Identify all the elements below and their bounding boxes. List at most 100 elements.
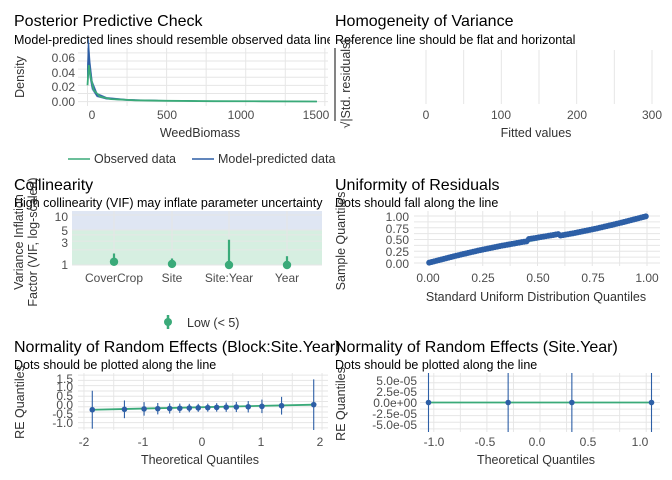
re1-point [259,403,265,410]
re2-point [505,399,511,406]
re2-ytick-label: 5.0e-05 [376,374,417,388]
legend-key-low-dot [164,318,172,326]
unif-marks [426,213,649,266]
ppc-ytick-label: 0.02 [52,80,76,94]
ppc-observed-line [86,64,317,103]
re2-y-axis-label: RE Quantiles [334,367,348,441]
re1-marks [89,379,317,430]
re1-title: Normality of Random Effects (Block:Site.… [14,339,340,356]
col-vif-point [109,257,119,266]
re1-point [195,405,202,411]
ppc-model-predicted-line [87,57,317,102]
re1-point [89,406,96,413]
re2-subtitle: Dots should be plotted along the line [335,358,537,372]
col-risk-bands [72,211,322,265]
re1-point [278,402,285,409]
panel-normality-re-block-site-year: Normality of Random Effects (Block:Site.… [13,339,340,467]
ppc-ytick-label: 0.00 [52,95,76,109]
re2-point [425,399,432,406]
legend-label-observed: Observed data [94,152,176,166]
hov-subtitle: Reference line should be flat and horizo… [335,33,575,47]
col-grid [72,211,322,266]
unif-xtick-label: 0.00 [416,271,440,285]
ppc-x-axis-label: WeedBiomass [160,126,240,140]
ppc-model-predicted-line [87,41,317,102]
re2-x-axis-label: Theoretical Quantiles [477,453,595,467]
panel-collinearity: Collinearity High collinearity (VIF) may… [12,177,323,330]
ppc-series-lines [86,37,317,103]
col-legend: Low (< 5) [164,315,239,330]
re2-ytick-label: 0.0e+00 [373,396,417,410]
hov-xtick-label: 0 [423,108,430,122]
re1-y-axis-label: RE Quantiles [13,365,27,439]
re2-xtick-label: 0.0 [529,435,546,449]
ppc-model-predicted-line [87,55,317,102]
hov-y-axis-label: √|Std. residuals| [339,39,353,128]
unif-y-axis-label: Sample Quantiles [334,192,348,291]
re2-title: Normality of Random Effects (Site.Year) [335,339,618,356]
re2-ytick-label: 2.5e-05 [376,385,417,399]
col-vif-marks [109,239,292,270]
hov-xtick-label: 300 [642,108,662,122]
re2-ytick-label: -2.5e-05 [372,407,417,421]
re1-ytick-label: 1.0 [56,380,73,394]
col-xtick-label: Site:Year [205,271,253,285]
re1-point [233,404,240,410]
re1-x-axis-label: Theoretical Quantiles [141,453,259,467]
ppc-xtick-label: 1000 [228,108,255,122]
col-risk-band [72,211,322,215]
re1-ytick-label: 1.5 [56,372,73,386]
col-xtick-label: Site [162,271,183,285]
panel-homogeneity-of-variance: Homogeneity of Variance Reference line s… [330,13,672,140]
re2-point [569,399,575,406]
ppc-model-predicted-line [87,59,317,102]
col-title: Collinearity [14,177,93,194]
ppc-model-predicted-line [87,51,317,102]
re1-xtick-label: -2 [79,435,90,449]
re1-ytick-label: -1.0 [52,416,73,430]
unif-ytick-label: 0.25 [386,245,410,259]
ppc-model-predicted-line [87,39,317,102]
re1-grid [78,373,328,430]
col-risk-band [72,214,322,231]
re1-point [245,403,252,410]
hov-xtick-label: 100 [491,108,511,122]
hov-xtick-label: 200 [567,108,587,122]
unif-xtick-label: 0.75 [581,271,605,285]
unif-xtick-label: 0.25 [471,271,495,285]
re1-xtick-label: -1 [138,435,149,449]
re1-point [223,404,230,411]
re1-xtick-label: 1 [258,435,265,449]
col-y-axis-label-line-2: Factor (VIF, log-scaled) [26,177,40,306]
legend-label-low: Low (< 5) [187,316,239,330]
panel-uniformity-of-residuals: Uniformity of Residuals Dots should fall… [334,177,660,304]
ppc-title: Posterior Predictive Check [14,13,204,30]
unif-x-axis-label: Standard Uniform Distribution Quantiles [426,290,646,304]
re1-subtitle: Dots should be plotted along the line [14,358,216,372]
ppc-model-predicted-line [87,61,317,102]
re1-ytick-label: -0.5 [52,407,73,421]
re2-xtick-label: 1.0 [632,435,649,449]
re2-xtick-label: -0.5 [475,435,496,449]
hov-grid [425,50,653,104]
unif-ytick-label: 0.75 [386,222,410,236]
re2-point [648,399,655,406]
panel-normality-re-site-year: Normality of Random Effects (Site.Year) … [334,339,660,467]
re1-point [121,406,128,413]
ppc-ytick-label: 0.06 [52,51,76,65]
ppc-xtick-label: 1500 [303,108,330,122]
hov-x-axis-label: Fitted values [501,126,572,140]
col-ytick-label: 1 [61,258,68,272]
re1-point [166,405,173,412]
re1-point [310,401,317,408]
hov-title: Homogeneity of Variance [335,13,514,30]
ppc-legend: Observed data Model-predicted data [68,152,335,166]
col-vif-point [167,259,177,269]
col-ytick-label: 10 [55,210,69,224]
re2-xtick-label: -1.0 [424,435,445,449]
unif-ytick-label: 0.50 [386,233,410,247]
col-xtick-label: Year [275,271,299,285]
re1-point [176,405,183,412]
col-y-axis-label-line-1: Variance Inflation [12,194,26,290]
re1-xtick-label: 2 [317,435,324,449]
